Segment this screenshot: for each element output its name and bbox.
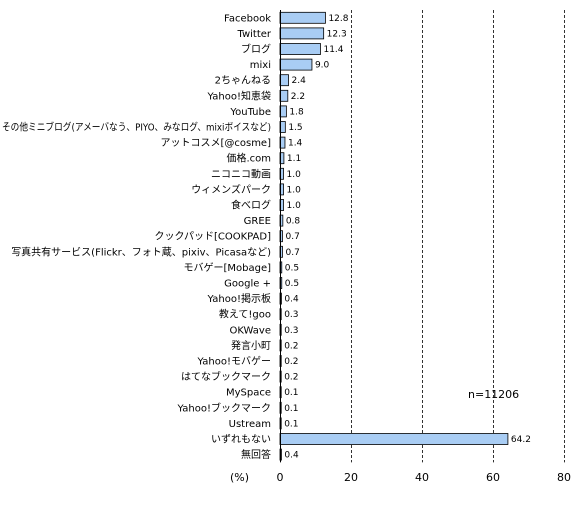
category-label: Yahoo!ブックマーク bbox=[177, 401, 271, 414]
x-tick-label: 20 bbox=[344, 471, 358, 484]
category-label: MySpace bbox=[226, 388, 271, 399]
bar bbox=[279, 43, 321, 55]
value-label: 0.7 bbox=[285, 232, 299, 242]
category-label: Yahoo!知恵袋 bbox=[207, 89, 271, 102]
category-label: 発言小町 bbox=[231, 339, 271, 352]
category-label: ニコニコ動画 bbox=[211, 167, 271, 180]
value-label: 0.4 bbox=[284, 295, 299, 305]
value-label: 0.2 bbox=[284, 357, 298, 367]
category-label: 2ちゃんねる bbox=[215, 75, 271, 87]
value-label: 0.1 bbox=[284, 404, 298, 414]
sample-size-annotation: n=11206 bbox=[468, 388, 519, 401]
category-label: いずれもない bbox=[211, 434, 271, 446]
category-label: Yahoo!モバゲー bbox=[197, 356, 271, 368]
bar bbox=[279, 58, 313, 71]
value-label: 1.1 bbox=[287, 154, 301, 164]
category-label: 教えて!goo bbox=[219, 308, 271, 321]
category-label: 写真共有サービス(Flickr、フォト蔵、pixiv、Picasaなど) bbox=[11, 245, 271, 258]
value-label: 0.5 bbox=[285, 263, 299, 273]
value-label: 0.7 bbox=[285, 248, 299, 258]
value-label: 0.1 bbox=[284, 419, 298, 429]
value-label: 1.0 bbox=[287, 170, 302, 180]
x-tick-label: 80 bbox=[557, 471, 571, 484]
value-label: 9.0 bbox=[315, 61, 330, 71]
category-label: Twitter bbox=[236, 29, 271, 40]
value-label: 0.3 bbox=[284, 310, 298, 320]
x-tick-label: 40 bbox=[415, 471, 429, 484]
value-label: 64.2 bbox=[511, 435, 531, 445]
bar bbox=[279, 74, 289, 87]
category-label: その他ミニブログ(アメーバなう、PIYO、みなログ、mixiボイスなど) bbox=[2, 121, 271, 134]
category-label: mixi bbox=[250, 60, 271, 71]
category-label: 無回答 bbox=[241, 448, 271, 461]
value-label: 0.2 bbox=[284, 373, 298, 383]
x-tick-label: 0 bbox=[277, 471, 284, 484]
value-label: 2.2 bbox=[291, 92, 305, 102]
category-label: Facebook bbox=[224, 13, 271, 24]
value-label: 1.0 bbox=[287, 185, 302, 195]
value-label: 1.4 bbox=[288, 139, 303, 149]
value-label: 0.3 bbox=[284, 326, 298, 336]
bar bbox=[279, 11, 326, 24]
category-label: はてなブックマーク bbox=[181, 370, 271, 383]
value-label: 0.1 bbox=[284, 388, 298, 398]
bar bbox=[279, 433, 509, 445]
category-label: 食べログ bbox=[231, 199, 271, 212]
category-label: ウィメンズパーク bbox=[191, 183, 271, 196]
value-label: 0.8 bbox=[286, 217, 301, 227]
category-label: Google + bbox=[224, 279, 271, 290]
value-label: 1.8 bbox=[289, 107, 304, 117]
value-label: 1.5 bbox=[288, 123, 302, 133]
category-label: 価格.com bbox=[226, 152, 271, 165]
value-label: 0.2 bbox=[284, 341, 298, 351]
category-label: クックパッド[COOKPAD] bbox=[154, 231, 271, 243]
value-label: 0.5 bbox=[285, 279, 299, 289]
value-label: 12.8 bbox=[328, 14, 348, 24]
x-tick-label: 60 bbox=[486, 471, 500, 484]
bar bbox=[279, 27, 325, 40]
value-label: 0.4 bbox=[284, 451, 299, 461]
bar bbox=[279, 89, 289, 102]
category-label: モバゲー[Mobage] bbox=[183, 262, 271, 274]
x-axis-unit-label: (%) bbox=[230, 471, 249, 484]
category-label: ブログ bbox=[241, 43, 271, 56]
category-label: GREE bbox=[244, 216, 271, 227]
value-label: 1.0 bbox=[287, 201, 302, 211]
value-label: 12.3 bbox=[327, 29, 347, 39]
value-label: 2.4 bbox=[292, 76, 307, 86]
category-label: アットコスメ[@cosme] bbox=[160, 138, 271, 149]
category-label: Ustream bbox=[229, 419, 271, 430]
labels: Facebook 12.8 Twitter 12.3 ブログ 11.4 mixi 9.0 2ちゃ… bbox=[2, 13, 571, 484]
grid-lines bbox=[351, 10, 565, 463]
value-label: 11.4 bbox=[323, 45, 343, 55]
category-label: Yahoo!掲示板 bbox=[207, 292, 271, 305]
category-label: OKWave bbox=[229, 325, 271, 336]
category-label: YouTube bbox=[229, 107, 271, 118]
